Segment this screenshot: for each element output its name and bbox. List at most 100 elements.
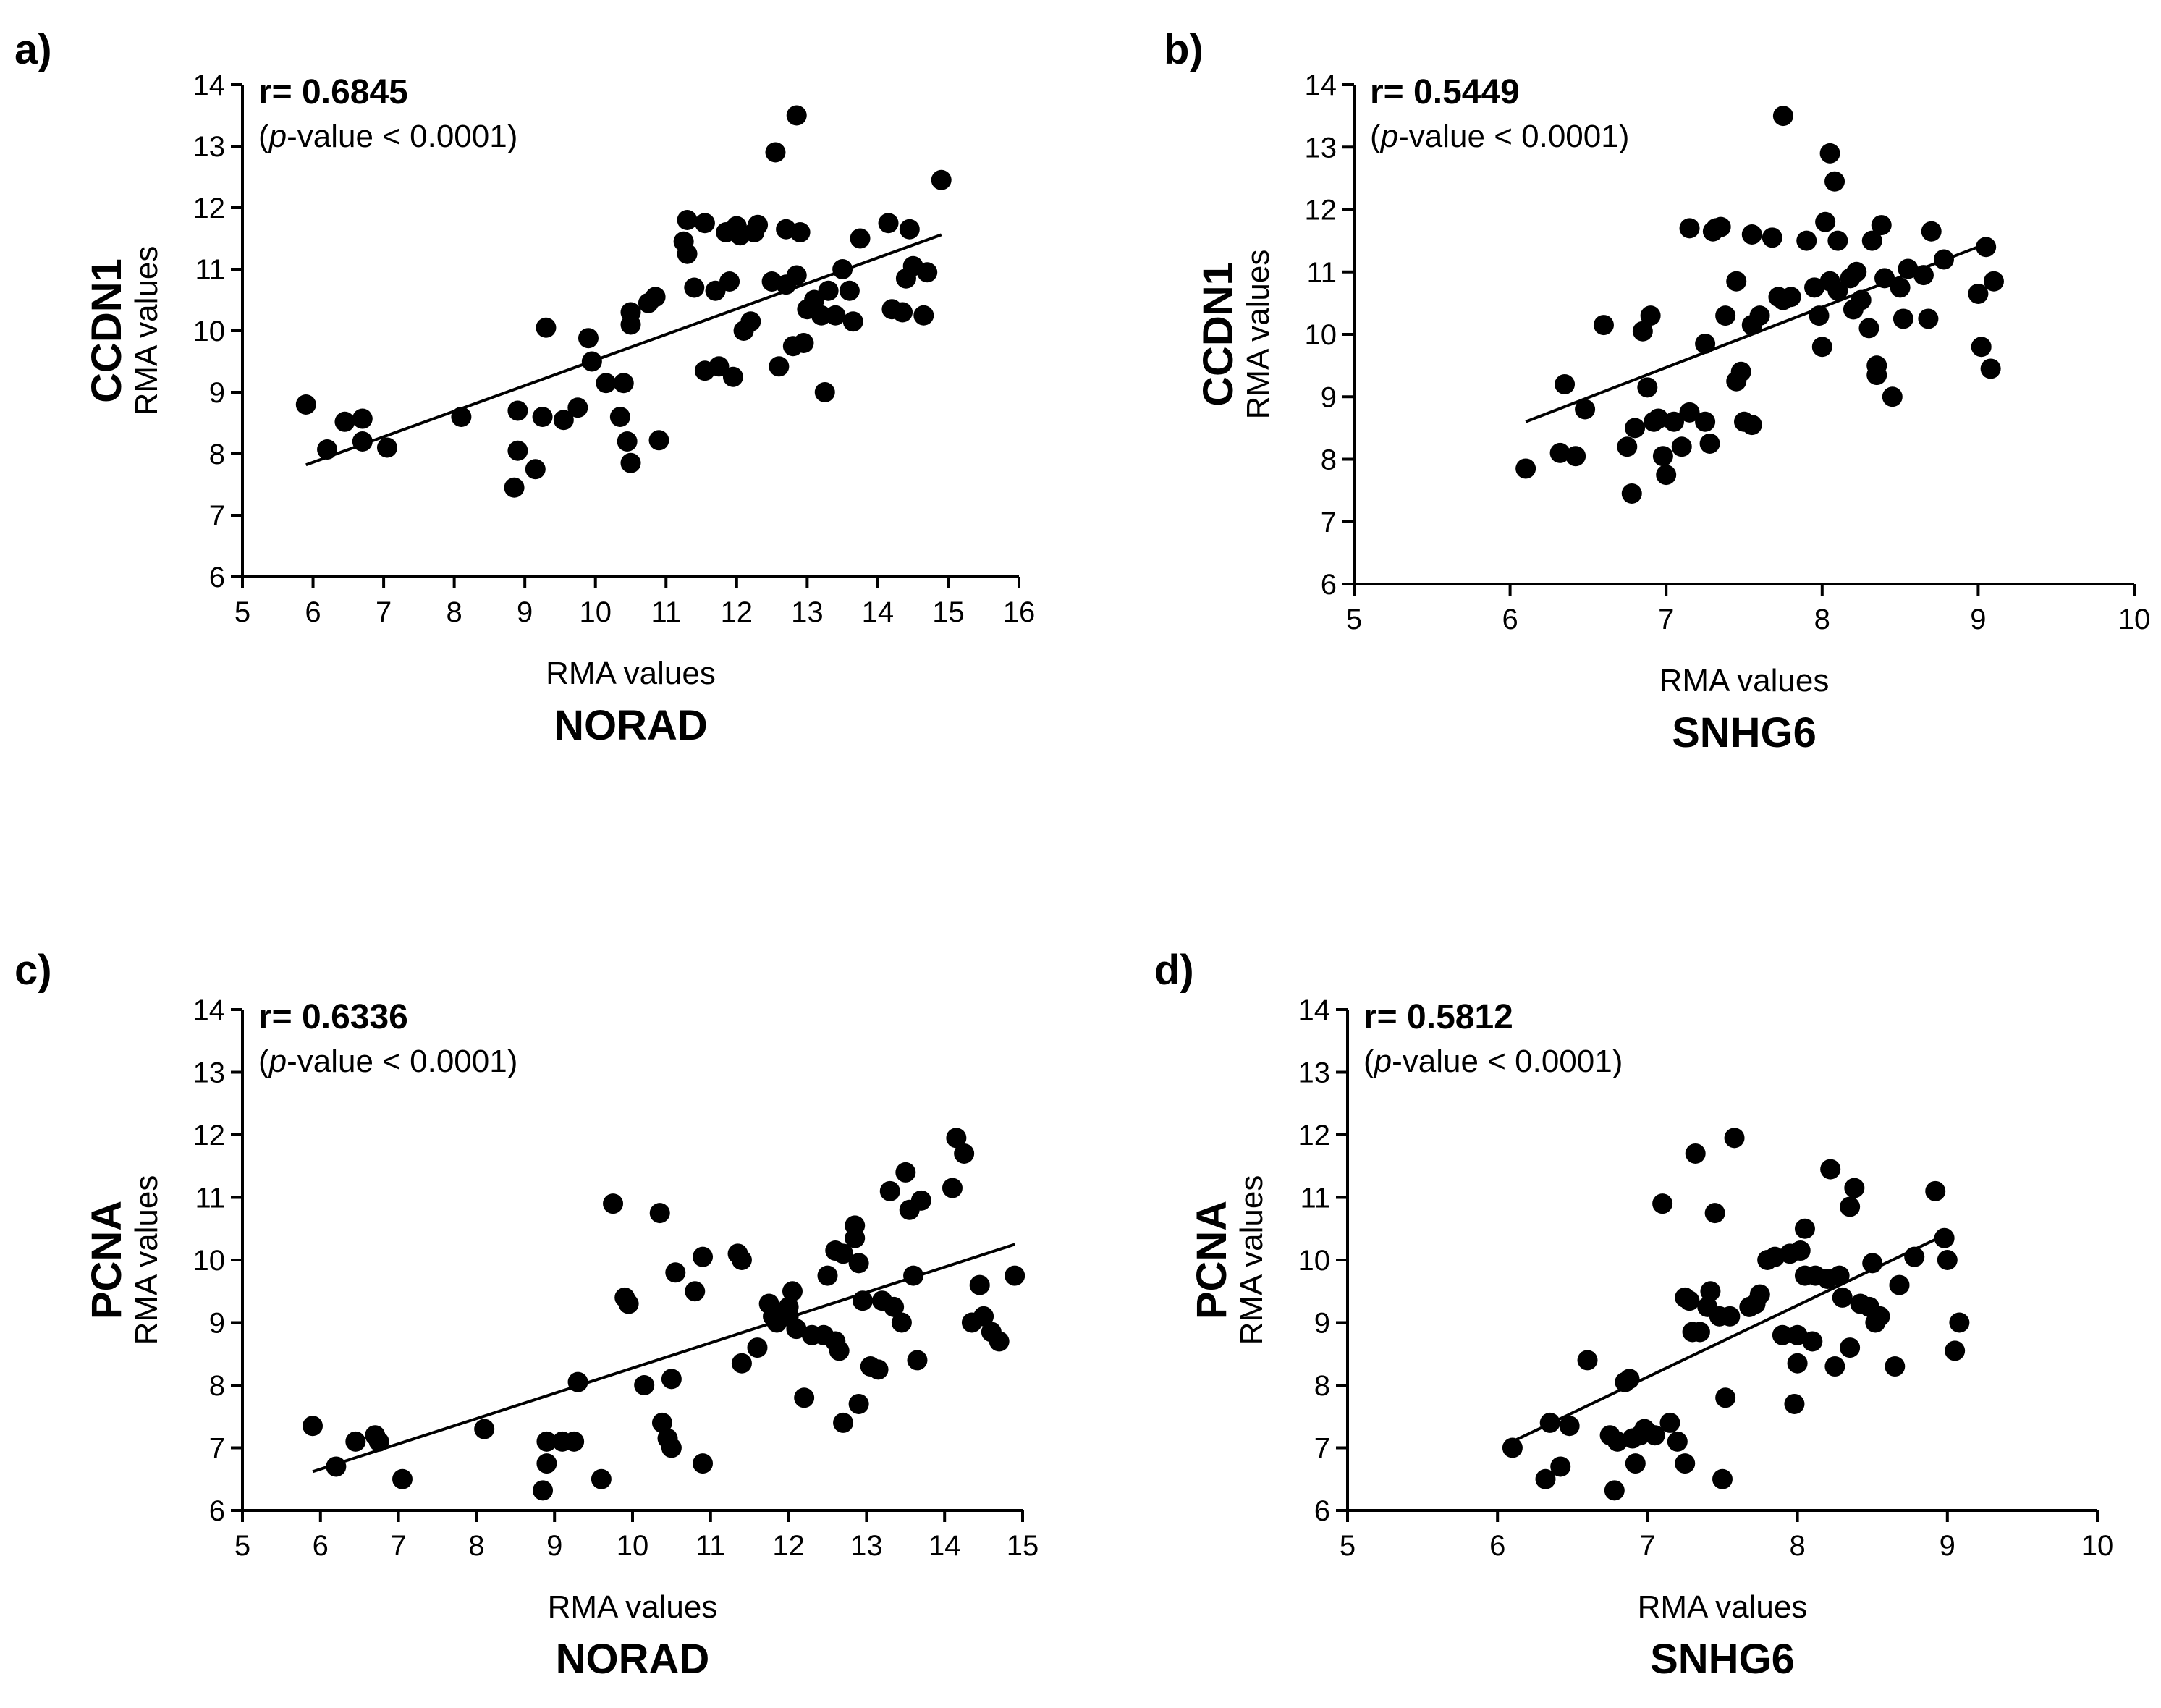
data-point (722, 366, 743, 387)
x-tick-label: 6 (1489, 1530, 1505, 1562)
data-point (1862, 1253, 1883, 1274)
y-tick-label: 12 (193, 1120, 226, 1151)
data-point (1741, 415, 1762, 436)
data-point (1827, 230, 1848, 251)
data-point (1502, 1437, 1523, 1458)
data-point (848, 1393, 869, 1414)
panel-letter: d) (1154, 947, 1194, 994)
x-tick-label: 14 (929, 1530, 961, 1562)
data-point (1675, 1453, 1696, 1474)
data-point (917, 262, 938, 283)
data-point (1667, 1431, 1688, 1452)
data-point (1685, 1143, 1706, 1164)
x-tick-label: 15 (1007, 1530, 1039, 1562)
x-tick-label: 10 (2118, 604, 2151, 635)
data-point (1976, 237, 1997, 258)
data-point (581, 351, 602, 372)
data-point (1617, 436, 1638, 457)
data-point (793, 333, 814, 353)
data-point (709, 356, 730, 377)
data-point (1730, 361, 1751, 382)
panel-letter: b) (1164, 26, 1204, 73)
y-tick-label: 11 (1300, 1183, 1330, 1214)
x-tick-label: 5 (1346, 604, 1362, 635)
data-point (1637, 377, 1658, 398)
data-point (1945, 1340, 1966, 1361)
data-point (1824, 1356, 1845, 1377)
data-point (613, 373, 634, 394)
x-axis-title: RMA values (548, 1589, 718, 1625)
y-axis-title: RMA values (1234, 1175, 1269, 1345)
y-tick-label: 7 (1314, 1433, 1330, 1465)
data-point (769, 356, 790, 377)
x-gene-title: NORAD (556, 1636, 710, 1683)
correlation-r: r= 0.6336 (258, 998, 408, 1036)
data-point (1741, 224, 1762, 245)
data-point (895, 1162, 916, 1183)
data-point (1858, 318, 1879, 339)
data-point (1790, 1240, 1811, 1261)
data-point (1844, 1178, 1865, 1198)
data-point (1819, 143, 1840, 164)
data-point (507, 400, 528, 421)
data-point (842, 311, 863, 332)
data-point (1918, 308, 1939, 329)
y-tick-label: 13 (193, 1057, 226, 1089)
data-point (778, 1296, 799, 1317)
x-tick-label: 10 (579, 596, 612, 628)
data-point (1695, 411, 1716, 432)
data-point (693, 1453, 714, 1474)
data-point (392, 1468, 413, 1489)
data-point (884, 1296, 905, 1317)
y-tick-label: 10 (1305, 319, 1337, 351)
data-point (645, 287, 666, 308)
data-point (1550, 1456, 1571, 1477)
data-point (848, 1253, 869, 1274)
data-point (1604, 1480, 1625, 1501)
data-point (892, 302, 913, 323)
data-point (973, 1306, 994, 1327)
p-value-text: (p-value < 0.0001) (258, 119, 517, 154)
data-point (1005, 1265, 1025, 1286)
data-point (811, 305, 832, 326)
data-point (451, 407, 472, 427)
x-tick-label: 11 (651, 596, 682, 628)
data-point (536, 317, 557, 338)
data-point (1898, 258, 1919, 279)
y-gene-title: PCNA (83, 1201, 130, 1319)
correlation-r: r= 0.6845 (258, 73, 408, 111)
y-tick-label: 13 (193, 131, 226, 163)
data-point (786, 1319, 807, 1340)
data-point (1644, 1425, 1665, 1446)
data-point (1882, 386, 1903, 407)
data-point (1712, 1468, 1733, 1489)
data-point (1565, 446, 1586, 467)
y-tick-label: 8 (1321, 444, 1337, 476)
data-point (1871, 215, 1892, 236)
data-point (1820, 1159, 1841, 1180)
y-tick-label: 14 (193, 69, 226, 101)
data-point (1632, 321, 1653, 342)
x-tick-label: 7 (390, 1530, 406, 1562)
data-point (1832, 1287, 1853, 1308)
data-point (1772, 1324, 1793, 1345)
data-point (368, 1431, 389, 1452)
data-point (1933, 249, 1954, 270)
data-point (609, 407, 630, 427)
data-point (946, 1128, 967, 1149)
data-point (1549, 442, 1570, 463)
data-point (536, 1453, 557, 1474)
y-axis-title: RMA values (129, 1175, 164, 1345)
data-point (1794, 1218, 1815, 1239)
data-point (567, 397, 588, 418)
y-tick-label: 11 (1306, 257, 1337, 289)
x-tick-label: 5 (1340, 1530, 1356, 1562)
x-tick-label: 9 (1970, 604, 1986, 635)
data-point (825, 305, 846, 326)
y-tick-label: 9 (209, 1308, 225, 1340)
y-gene-title: CCDN1 (1195, 262, 1242, 407)
data-point (553, 410, 574, 431)
data-point (1625, 418, 1646, 439)
data-point (1904, 1246, 1925, 1267)
